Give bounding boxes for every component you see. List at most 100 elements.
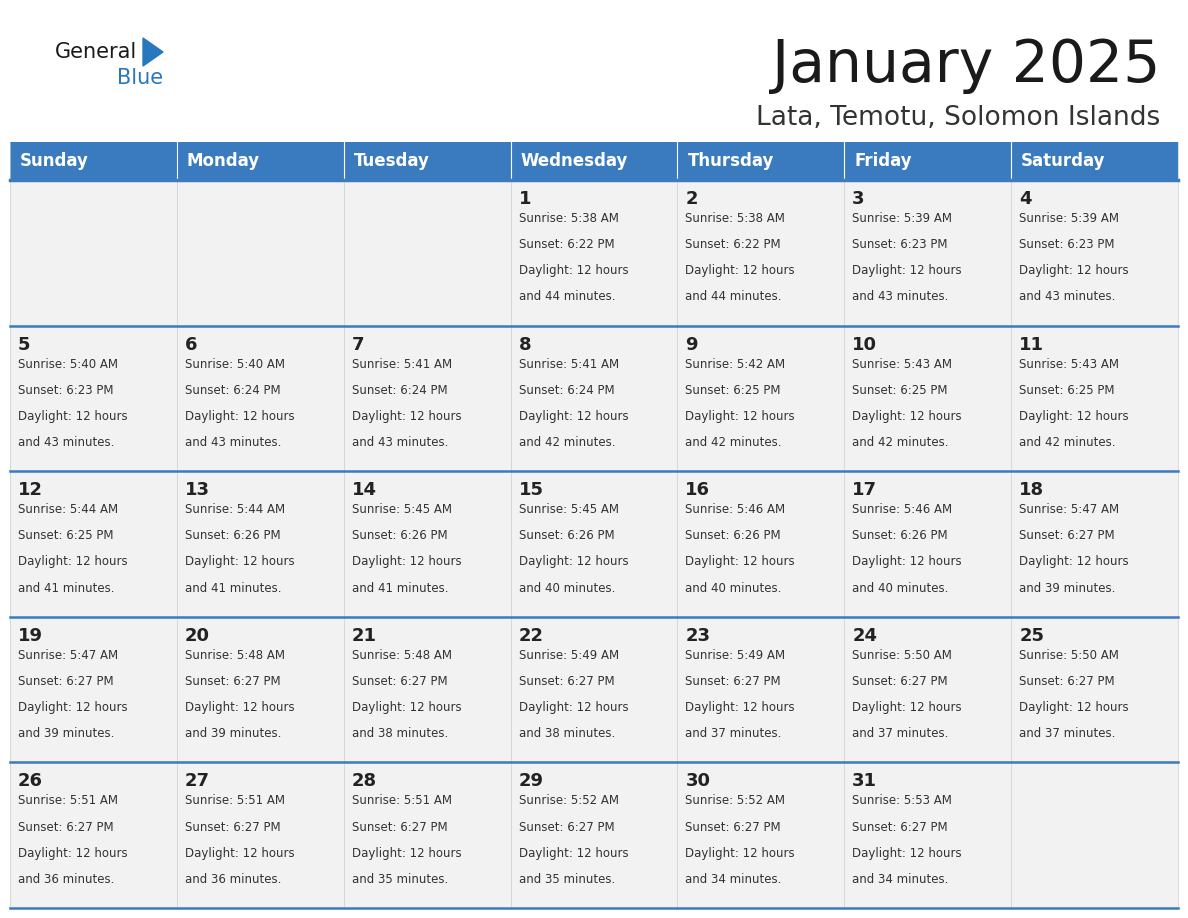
- Text: Sunset: 6:27 PM: Sunset: 6:27 PM: [185, 821, 280, 834]
- Text: Daylight: 12 hours: Daylight: 12 hours: [18, 555, 127, 568]
- Bar: [511, 617, 677, 763]
- Text: Sunrise: 5:41 AM: Sunrise: 5:41 AM: [519, 358, 619, 371]
- Text: Daylight: 12 hours: Daylight: 12 hours: [685, 264, 795, 277]
- Text: Daylight: 12 hours: Daylight: 12 hours: [852, 264, 962, 277]
- Text: Daylight: 12 hours: Daylight: 12 hours: [352, 555, 461, 568]
- Text: Daylight: 12 hours: Daylight: 12 hours: [519, 555, 628, 568]
- Text: 9: 9: [685, 336, 697, 353]
- Bar: [10, 471, 177, 617]
- Text: Sunset: 6:27 PM: Sunset: 6:27 PM: [519, 821, 614, 834]
- Text: and 39 minutes.: and 39 minutes.: [1019, 582, 1116, 595]
- Text: Sunrise: 5:39 AM: Sunrise: 5:39 AM: [852, 212, 953, 225]
- Bar: [1011, 617, 1178, 763]
- Text: and 34 minutes.: and 34 minutes.: [852, 873, 949, 886]
- Text: Daylight: 12 hours: Daylight: 12 hours: [1019, 701, 1129, 714]
- Text: Daylight: 12 hours: Daylight: 12 hours: [18, 409, 127, 423]
- Text: Sunset: 6:23 PM: Sunset: 6:23 PM: [852, 238, 948, 252]
- Text: and 38 minutes.: and 38 minutes.: [519, 727, 615, 740]
- Text: Sunset: 6:27 PM: Sunset: 6:27 PM: [685, 821, 781, 834]
- Text: Lata, Temotu, Solomon Islands: Lata, Temotu, Solomon Islands: [756, 105, 1159, 131]
- Text: and 43 minutes.: and 43 minutes.: [18, 436, 114, 449]
- Bar: [845, 617, 1011, 763]
- Text: 20: 20: [185, 627, 210, 644]
- Text: January 2025: January 2025: [772, 37, 1159, 94]
- Text: Sunset: 6:27 PM: Sunset: 6:27 PM: [18, 675, 114, 688]
- Text: Daylight: 12 hours: Daylight: 12 hours: [185, 555, 295, 568]
- Text: and 41 minutes.: and 41 minutes.: [352, 582, 448, 595]
- Text: 21: 21: [352, 627, 377, 644]
- Text: Sunset: 6:27 PM: Sunset: 6:27 PM: [18, 821, 114, 834]
- Bar: [343, 326, 511, 471]
- Bar: [343, 763, 511, 908]
- Bar: [177, 180, 343, 326]
- Text: Daylight: 12 hours: Daylight: 12 hours: [185, 409, 295, 423]
- Text: and 36 minutes.: and 36 minutes.: [18, 873, 114, 886]
- Text: Daylight: 12 hours: Daylight: 12 hours: [352, 701, 461, 714]
- Bar: [343, 180, 511, 326]
- Text: Daylight: 12 hours: Daylight: 12 hours: [1019, 264, 1129, 277]
- Text: Daylight: 12 hours: Daylight: 12 hours: [18, 701, 127, 714]
- Bar: [677, 326, 845, 471]
- Bar: [177, 326, 343, 471]
- Text: 19: 19: [18, 627, 43, 644]
- Text: Sunset: 6:27 PM: Sunset: 6:27 PM: [852, 675, 948, 688]
- Text: Sunrise: 5:43 AM: Sunrise: 5:43 AM: [852, 358, 953, 371]
- Bar: [1011, 471, 1178, 617]
- Text: Sunset: 6:22 PM: Sunset: 6:22 PM: [519, 238, 614, 252]
- Bar: [677, 617, 845, 763]
- Text: Daylight: 12 hours: Daylight: 12 hours: [1019, 409, 1129, 423]
- Text: and 42 minutes.: and 42 minutes.: [1019, 436, 1116, 449]
- Text: 16: 16: [685, 481, 710, 499]
- Text: Monday: Monday: [187, 152, 260, 170]
- Text: Sunrise: 5:44 AM: Sunrise: 5:44 AM: [185, 503, 285, 516]
- Text: 15: 15: [519, 481, 544, 499]
- Text: 18: 18: [1019, 481, 1044, 499]
- Text: Sunset: 6:27 PM: Sunset: 6:27 PM: [185, 675, 280, 688]
- Text: 4: 4: [1019, 190, 1031, 208]
- Text: Sunrise: 5:51 AM: Sunrise: 5:51 AM: [352, 794, 451, 808]
- Text: Sunrise: 5:39 AM: Sunrise: 5:39 AM: [1019, 212, 1119, 225]
- Text: Wednesday: Wednesday: [520, 152, 628, 170]
- Text: Sunset: 6:26 PM: Sunset: 6:26 PM: [185, 530, 280, 543]
- Text: and 42 minutes.: and 42 minutes.: [519, 436, 615, 449]
- Text: Sunset: 6:26 PM: Sunset: 6:26 PM: [852, 530, 948, 543]
- Text: and 43 minutes.: and 43 minutes.: [1019, 290, 1116, 304]
- Text: Sunrise: 5:41 AM: Sunrise: 5:41 AM: [352, 358, 451, 371]
- Text: Sunrise: 5:42 AM: Sunrise: 5:42 AM: [685, 358, 785, 371]
- Bar: [511, 142, 677, 180]
- Text: Sunset: 6:26 PM: Sunset: 6:26 PM: [685, 530, 781, 543]
- Text: Sunset: 6:23 PM: Sunset: 6:23 PM: [1019, 238, 1114, 252]
- Text: Daylight: 12 hours: Daylight: 12 hours: [685, 701, 795, 714]
- Text: Sunset: 6:23 PM: Sunset: 6:23 PM: [18, 384, 114, 397]
- Text: Sunrise: 5:46 AM: Sunrise: 5:46 AM: [852, 503, 953, 516]
- Text: and 40 minutes.: and 40 minutes.: [519, 582, 615, 595]
- Text: Sunrise: 5:38 AM: Sunrise: 5:38 AM: [519, 212, 619, 225]
- Bar: [343, 617, 511, 763]
- Text: 23: 23: [685, 627, 710, 644]
- Text: and 43 minutes.: and 43 minutes.: [185, 436, 282, 449]
- Text: Friday: Friday: [854, 152, 912, 170]
- Text: and 35 minutes.: and 35 minutes.: [352, 873, 448, 886]
- Text: 6: 6: [185, 336, 197, 353]
- Text: Sunset: 6:27 PM: Sunset: 6:27 PM: [1019, 530, 1114, 543]
- Text: Daylight: 12 hours: Daylight: 12 hours: [852, 701, 962, 714]
- Text: Sunrise: 5:45 AM: Sunrise: 5:45 AM: [352, 503, 451, 516]
- Bar: [10, 180, 177, 326]
- Text: Sunrise: 5:38 AM: Sunrise: 5:38 AM: [685, 212, 785, 225]
- Text: Sunrise: 5:50 AM: Sunrise: 5:50 AM: [1019, 649, 1119, 662]
- Text: Sunset: 6:26 PM: Sunset: 6:26 PM: [352, 530, 448, 543]
- Text: Sunset: 6:27 PM: Sunset: 6:27 PM: [1019, 675, 1114, 688]
- Text: General: General: [55, 42, 138, 62]
- Text: 1: 1: [519, 190, 531, 208]
- Text: Daylight: 12 hours: Daylight: 12 hours: [185, 846, 295, 859]
- Bar: [10, 142, 177, 180]
- Polygon shape: [143, 38, 163, 66]
- Text: Sunset: 6:24 PM: Sunset: 6:24 PM: [185, 384, 280, 397]
- Bar: [511, 180, 677, 326]
- Text: and 38 minutes.: and 38 minutes.: [352, 727, 448, 740]
- Text: Daylight: 12 hours: Daylight: 12 hours: [852, 555, 962, 568]
- Text: Sunrise: 5:48 AM: Sunrise: 5:48 AM: [185, 649, 285, 662]
- Text: 2: 2: [685, 190, 697, 208]
- Text: Sunrise: 5:44 AM: Sunrise: 5:44 AM: [18, 503, 118, 516]
- Text: Saturday: Saturday: [1022, 152, 1106, 170]
